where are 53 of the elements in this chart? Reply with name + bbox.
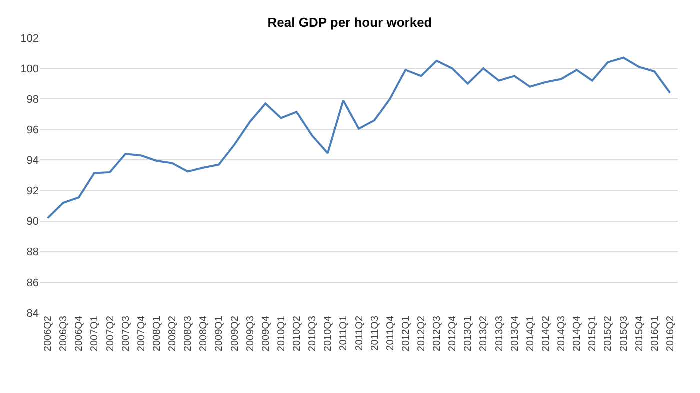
x-tick-label: 2010Q1 — [276, 316, 288, 352]
x-tick-label: 2010Q2 — [292, 316, 304, 352]
x-tick-label: 2006Q4 — [74, 316, 86, 352]
y-tick-label: 94 — [26, 155, 39, 168]
x-tick-label: 2015Q3 — [618, 316, 630, 352]
y-tick-label: 102 — [20, 32, 39, 45]
y-tick-label: 84 — [26, 308, 39, 320]
x-tick-label: 2011Q4 — [385, 316, 396, 351]
x-tick-label: 2007Q3 — [120, 316, 132, 352]
x-tick-label: 2015Q1 — [588, 316, 599, 352]
x-tick-label: 2009Q1 — [214, 316, 226, 352]
x-tick-label: 2011Q3 — [370, 316, 381, 351]
x-tick-label: 2014Q4 — [572, 316, 584, 352]
x-tick-label: 2013Q2 — [478, 316, 490, 352]
x-tick-label: 2006Q3 — [58, 316, 70, 352]
y-tick-label: 100 — [20, 63, 39, 76]
x-tick-label: 2012Q4 — [448, 316, 459, 352]
x-tick-label: 2010Q4 — [323, 316, 334, 352]
y-tick-label: 90 — [26, 216, 39, 228]
x-tick-label: 2015Q4 — [634, 316, 646, 352]
x-tick-label: 2011Q2 — [354, 316, 366, 351]
y-tick-label: 88 — [26, 246, 39, 259]
x-tick-label: 2015Q2 — [603, 316, 614, 352]
x-tick-label: 2012Q3 — [432, 316, 444, 352]
y-tick-label: 92 — [26, 186, 39, 198]
y-tick-label: 98 — [26, 94, 39, 106]
x-tick-label: 2010Q3 — [308, 316, 319, 352]
x-tick-label: 2009Q2 — [230, 316, 241, 352]
x-tick-label: 2013Q1 — [463, 316, 474, 352]
line-series — [46, 56, 672, 220]
x-tick-label: 2014Q3 — [556, 316, 568, 352]
x-tick-label: 2012Q2 — [416, 316, 428, 352]
x-tick-label: 2008Q3 — [183, 316, 194, 352]
x-tick-label: 2007Q4 — [136, 316, 148, 352]
x-tick-label: 2006Q2 — [43, 316, 54, 352]
x-tick-label: 2009Q4 — [260, 316, 272, 352]
x-tick-label: 2007Q2 — [105, 316, 116, 352]
x-tick-label: 2013Q4 — [510, 316, 521, 352]
x-tick-label: 2008Q1 — [152, 316, 163, 352]
x-tick-label: 2013Q3 — [494, 316, 506, 352]
x-tick-label: 2008Q4 — [198, 316, 210, 352]
y-tick-label: 96 — [26, 124, 39, 137]
x-tick-label: 2014Q1 — [525, 316, 536, 352]
y-tick-label: 86 — [26, 277, 39, 290]
x-tick-label: 2009Q3 — [245, 316, 256, 352]
chart-title: Real GDP per hour worked — [268, 14, 432, 30]
x-tick-label: 2011Q1 — [338, 316, 350, 351]
x-tick-label: 2016Q2 — [665, 316, 676, 352]
x-tick-label: 2012Q1 — [400, 316, 412, 352]
x-tick-label: 2008Q2 — [168, 316, 179, 352]
x-tick-label: 2016Q1 — [650, 316, 661, 352]
x-tick-label: 2014Q2 — [540, 316, 552, 352]
x-tick-label: 2007Q1 — [90, 316, 101, 352]
